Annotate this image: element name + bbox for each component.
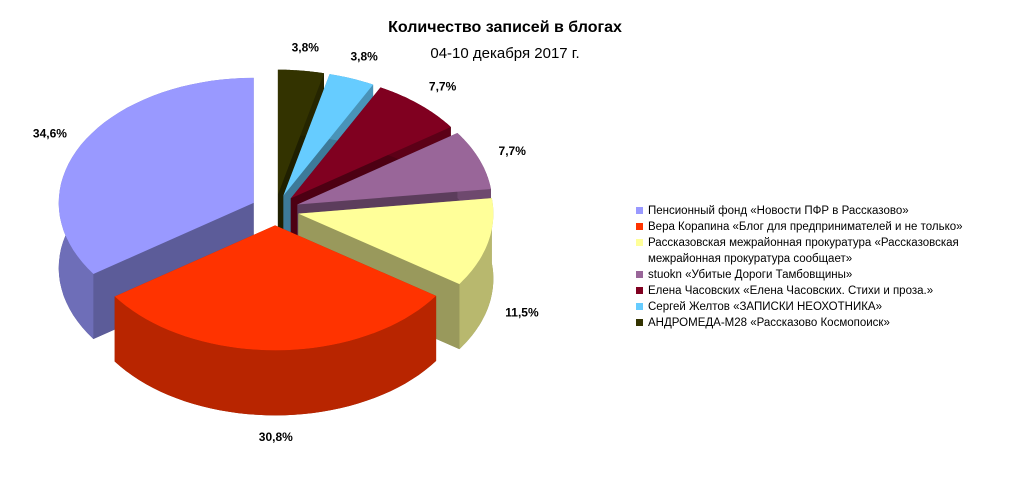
slice xyxy=(290,87,451,199)
legend-label: Сергей Желтов «ЗАПИСКИ НЕОХОТНИКА» xyxy=(648,301,882,313)
legend-label: АНДРОМЕДА-М28 «Рассказово Космопоиск» xyxy=(648,317,890,329)
legend-swatch xyxy=(636,287,643,294)
slice xyxy=(298,198,494,285)
legend-item: Вера Корапина «Блог для предпринимателей… xyxy=(636,219,1016,235)
data-label: 7,7% xyxy=(429,80,457,94)
legend-swatch xyxy=(636,239,643,246)
data-label: 3,8% xyxy=(350,50,378,64)
legend-item: Пенсионный фонд «Новости ПФР в Рассказов… xyxy=(636,203,1016,219)
legend-label: Вера Корапина «Блог для предпринимателей… xyxy=(648,221,963,233)
chart-title: Количество записей в блогах xyxy=(388,19,622,36)
slice-side xyxy=(459,198,494,350)
data-label: 7,7% xyxy=(499,144,527,158)
legend-label: Рассказовская межрайонная прокуратура «Р… xyxy=(648,237,959,265)
legend-item: Елена Часовских «Елена Часовских. Стихи … xyxy=(636,283,1016,299)
chart-subtitle: 04-10 декабря 2017 г. xyxy=(430,45,579,62)
legend-label: Елена Часовских «Елена Часовских. Стихи … xyxy=(648,285,934,297)
legend-item: Рассказовская межрайонная прокуратура «Р… xyxy=(636,235,1016,267)
slice xyxy=(297,133,491,205)
legend-swatch xyxy=(636,207,643,214)
slice xyxy=(277,69,324,195)
legend: Пенсионный фонд «Новости ПФР в Рассказов… xyxy=(636,203,1016,331)
data-label: 11,5% xyxy=(505,305,539,319)
legend-swatch xyxy=(636,271,643,278)
legend-item: stuokn «Убитые Дороги Тамбовщины» xyxy=(636,267,1016,283)
slice xyxy=(58,77,254,275)
slice xyxy=(283,74,374,196)
data-label: 3,8% xyxy=(292,40,320,54)
legend-swatch xyxy=(636,319,643,326)
legend-item: АНДРОМЕДА-М28 «Рассказово Космопоиск» xyxy=(636,315,1016,331)
legend-label: stuokn «Убитые Дороги Тамбовщины» xyxy=(648,269,853,281)
slice-side xyxy=(114,295,437,416)
data-label: 30,8% xyxy=(259,430,293,444)
data-label: 34,6% xyxy=(33,127,67,141)
slice xyxy=(114,225,437,351)
legend-swatch xyxy=(636,303,643,310)
legend-label: Пенсионный фонд «Новости ПФР в Рассказов… xyxy=(648,205,909,217)
legend-item: Сергей Желтов «ЗАПИСКИ НЕОХОТНИКА» xyxy=(636,299,1016,315)
legend-swatch xyxy=(636,223,643,230)
